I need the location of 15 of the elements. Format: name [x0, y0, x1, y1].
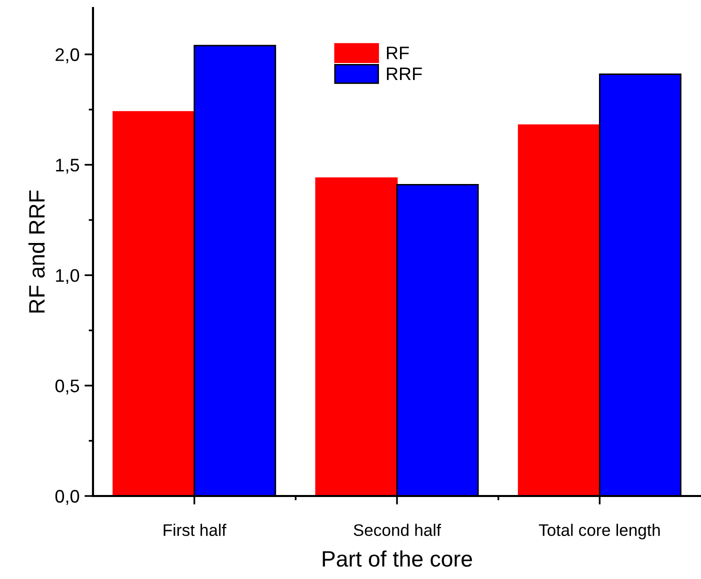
x-tick-label: First half [164, 524, 226, 536]
y-tick-label: 2,0 [56, 48, 80, 64]
y-tick-label: 0,5 [55, 380, 80, 394]
x-tick-label: Second half [354, 524, 442, 536]
bar [112, 111, 196, 496]
legend-label: RRF [386, 68, 422, 80]
x-tick-label: Total core length [538, 524, 660, 540]
x-axis-title: Part of the core [322, 550, 472, 567]
bar [315, 177, 398, 496]
y-axis-title: RF and RRF [28, 190, 45, 313]
y-tick-label: 0,0 [55, 490, 80, 505]
y-tick-label: 1,0 [56, 269, 80, 284]
y-tick-label: 1,5 [56, 158, 80, 174]
legend-label: RF [386, 46, 409, 60]
bar [518, 124, 600, 496]
